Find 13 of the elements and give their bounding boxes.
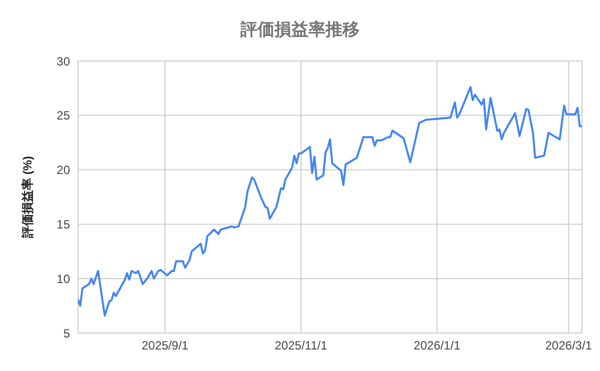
x-tick-label: 2026/3/1 (545, 338, 592, 353)
x-tick-label: 2026/1/1 (414, 338, 461, 353)
y-tick-label: 5 (63, 326, 70, 340)
y-tick-label: 20 (56, 163, 70, 178)
y-tick-label: 25 (56, 108, 70, 123)
y-tick-label: 30 (56, 54, 70, 68)
y-axis-title: 評価損益率 (%) (20, 156, 36, 238)
x-tick-label: 2025/11/1 (274, 338, 328, 353)
chart-title: 評価損益率推移 (239, 19, 360, 41)
line-series (78, 86, 582, 317)
x-tick-label: 2025/9/1 (142, 338, 189, 353)
y-tick-label: 10 (56, 272, 70, 286)
y-tick-label: 15 (56, 217, 70, 232)
